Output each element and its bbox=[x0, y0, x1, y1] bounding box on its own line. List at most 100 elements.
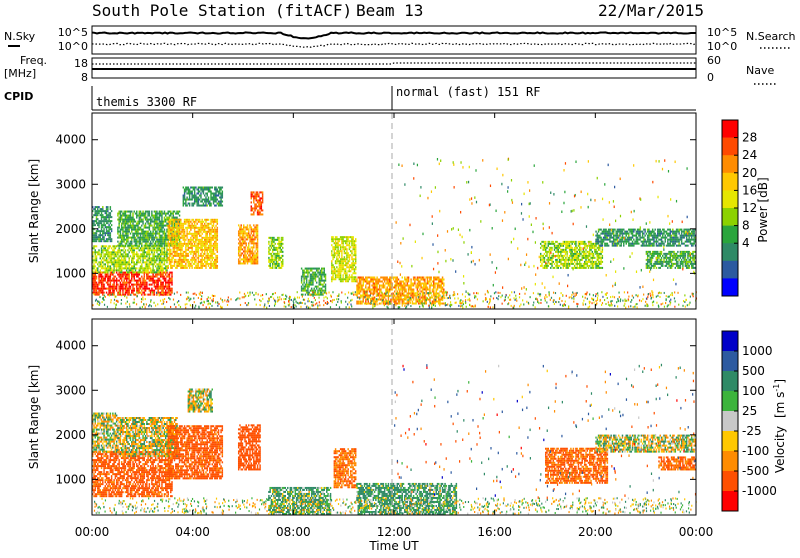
echo-cell bbox=[189, 197, 190, 199]
echo-cell bbox=[268, 251, 269, 253]
echo-cell bbox=[347, 256, 348, 258]
echo-cell bbox=[368, 283, 369, 285]
echo-cell bbox=[131, 267, 132, 269]
echo-cell bbox=[218, 195, 219, 197]
echo-cell bbox=[442, 280, 443, 282]
echo-cell bbox=[134, 263, 135, 265]
echo-cell bbox=[154, 251, 155, 253]
echo-cell bbox=[332, 272, 333, 274]
echo-cell bbox=[168, 243, 169, 245]
echo-cell bbox=[370, 280, 371, 282]
echo-cell bbox=[181, 225, 182, 227]
echo-cell bbox=[162, 247, 163, 249]
echo-cell bbox=[152, 253, 153, 255]
echo-cell bbox=[102, 216, 103, 218]
echo-cell bbox=[217, 231, 218, 233]
echo-cell bbox=[105, 288, 106, 290]
echo-cell bbox=[98, 265, 99, 267]
echo-cell bbox=[120, 245, 121, 247]
echo-cell bbox=[331, 236, 332, 238]
echo-cell bbox=[120, 211, 121, 213]
echo-cell bbox=[154, 259, 155, 261]
echo-cell bbox=[340, 260, 341, 262]
echo-cell bbox=[342, 280, 343, 282]
echo-cell bbox=[271, 239, 272, 241]
echo-cell bbox=[165, 290, 166, 292]
echo-cell bbox=[170, 249, 171, 251]
echo-cell bbox=[403, 287, 404, 289]
echo-cell bbox=[262, 191, 263, 193]
echo-cell bbox=[101, 208, 102, 210]
echo-cell bbox=[564, 261, 565, 263]
echo-cell bbox=[207, 187, 208, 189]
echo-cell bbox=[242, 240, 243, 242]
echo-cell bbox=[152, 227, 153, 229]
echo-cell bbox=[193, 253, 194, 255]
echo-cell bbox=[373, 280, 374, 282]
echo-cell bbox=[155, 276, 156, 278]
echo-cell bbox=[136, 284, 137, 286]
echo-cell bbox=[188, 255, 189, 257]
echo-cell bbox=[145, 239, 146, 241]
echo-cell bbox=[156, 274, 157, 276]
echo-cell bbox=[130, 267, 131, 269]
echo-cell bbox=[115, 269, 116, 271]
echo-cell bbox=[137, 288, 138, 290]
echo-cell bbox=[306, 282, 307, 284]
echo-cell bbox=[123, 235, 124, 237]
echo-cell bbox=[570, 247, 571, 249]
echo-cell bbox=[108, 251, 109, 253]
echo-cell bbox=[166, 225, 167, 227]
echo-cell bbox=[578, 259, 579, 261]
echo-cell bbox=[251, 226, 252, 228]
echo-cell bbox=[212, 235, 213, 237]
echo-cell bbox=[102, 267, 103, 269]
echo-cell bbox=[121, 243, 122, 245]
echo-cell bbox=[110, 245, 111, 247]
echo-cell bbox=[342, 238, 343, 240]
echo-cell bbox=[157, 271, 158, 273]
echo-cell bbox=[186, 197, 187, 199]
echo-cell bbox=[166, 213, 167, 215]
echo-cell bbox=[110, 226, 111, 228]
echo-cell bbox=[161, 243, 162, 245]
echo-cell bbox=[135, 237, 136, 239]
echo-cell bbox=[132, 247, 133, 249]
echo-cell bbox=[305, 284, 306, 286]
echo-cell bbox=[140, 282, 141, 284]
echo-cell bbox=[274, 247, 275, 249]
echo-cell bbox=[354, 276, 355, 278]
echo-cell bbox=[134, 267, 135, 269]
echo-cell bbox=[146, 253, 147, 255]
echo-cell bbox=[205, 245, 206, 247]
echo-cell bbox=[352, 264, 353, 266]
echo-cell bbox=[140, 286, 141, 288]
echo-cell bbox=[130, 227, 131, 229]
echo-cell bbox=[404, 283, 405, 285]
echo-cell bbox=[161, 217, 162, 219]
echo-cell bbox=[140, 215, 141, 217]
echo-cell bbox=[303, 288, 304, 290]
echo-cell bbox=[271, 267, 272, 269]
echo-cell bbox=[214, 197, 215, 199]
echo-cell bbox=[354, 252, 355, 254]
echo-cell bbox=[132, 261, 133, 263]
echo-cell bbox=[152, 265, 153, 267]
echo-cell bbox=[149, 272, 150, 274]
echo-cell bbox=[176, 241, 177, 243]
echo-cell bbox=[97, 230, 98, 232]
echo-cell bbox=[135, 245, 136, 247]
echo-cell bbox=[168, 290, 169, 292]
echo-cell bbox=[342, 276, 343, 278]
echo-cell bbox=[571, 241, 572, 243]
echo-cell bbox=[179, 231, 180, 233]
echo-cell bbox=[188, 263, 189, 265]
echo-cell bbox=[186, 199, 187, 201]
echo-cell bbox=[146, 269, 147, 271]
echo-cell bbox=[141, 253, 142, 255]
echo-cell bbox=[339, 270, 340, 272]
echo-cell bbox=[215, 229, 216, 231]
echo-cell bbox=[346, 254, 347, 256]
echo-cell bbox=[139, 271, 140, 273]
echo-cell bbox=[98, 271, 99, 273]
